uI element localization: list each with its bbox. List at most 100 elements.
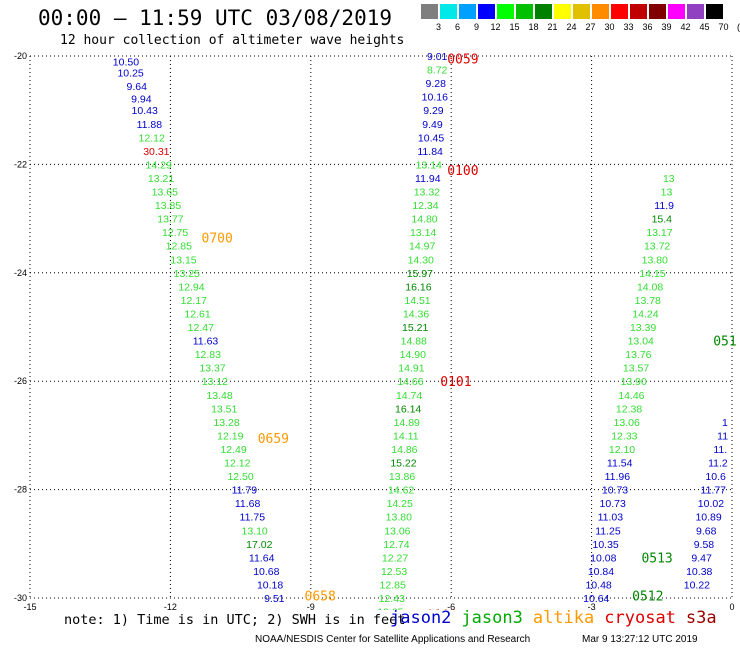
- swh-value-label: 12.19: [217, 430, 243, 442]
- swh-value-label: 14.89: [394, 417, 420, 429]
- swh-value-label: 11.79: [232, 485, 258, 497]
- swh-value-label: 11.88: [137, 119, 163, 131]
- color-scale-label: 70: [718, 22, 729, 32]
- color-swatch: [497, 4, 514, 19]
- swh-value-label: 11.84: [417, 146, 443, 158]
- color-swatch: [516, 4, 533, 19]
- color-swatch: [668, 4, 685, 19]
- swh-value-label: 11.25: [595, 525, 621, 537]
- pass-time-marker: 0102: [426, 608, 457, 610]
- swh-value-label: 10.89: [695, 512, 721, 524]
- color-scale-label: 36: [642, 22, 653, 32]
- swh-value-label: 13.14: [410, 227, 436, 239]
- swh-value-label: 10.38: [686, 566, 712, 578]
- swh-value-label: 13.28: [213, 417, 239, 429]
- color-scale-label: 24: [566, 22, 577, 32]
- swh-value-label: 14.30: [408, 254, 434, 266]
- swh-value-label: 10.35: [592, 539, 618, 551]
- lon-tick-label: -6: [447, 602, 455, 610]
- swh-value-label: 13.10: [241, 525, 267, 537]
- swh-value-label: 13.76: [625, 349, 651, 361]
- satellite-legend-entry: jason2: [390, 608, 452, 628]
- swh-value-label: 14.86: [391, 444, 417, 456]
- swh-value-label: 11.64: [249, 552, 275, 564]
- lat-tick-label: -30: [14, 593, 27, 603]
- color-swatch: [630, 4, 647, 19]
- swh-value-label: 12.05: [377, 607, 403, 610]
- color-swatch: [440, 4, 457, 19]
- swh-value-label: 17.02: [246, 539, 272, 551]
- swh-value-label: 11.63: [193, 336, 219, 348]
- swh-value-label: 10.64: [583, 593, 609, 605]
- swh-value-label: 12.49: [220, 444, 246, 456]
- swh-value-label: 9.94: [131, 93, 152, 105]
- swh-value-label: 13.80: [642, 254, 668, 266]
- swh-value-label: 13.06: [614, 417, 640, 429]
- swh-value-label: 13.17: [646, 227, 672, 239]
- swh-value-label: 10.43: [132, 105, 158, 117]
- swh-value-label: 12.85: [380, 579, 406, 591]
- swh-value-label: 14.80: [411, 214, 437, 226]
- swh-value-label: 12.83: [195, 349, 221, 361]
- color-swatch: [592, 4, 609, 19]
- lon-tick-label: -3: [588, 602, 596, 610]
- swh-value-label: 12.33: [611, 430, 637, 442]
- swh-value-label: 14.11: [393, 430, 419, 442]
- pass-time-marker: 0512: [632, 589, 663, 604]
- swh-value-label: 10.6: [705, 471, 726, 483]
- swh-value-label: 8.72: [427, 65, 448, 77]
- swh-value-label: 13.39: [630, 322, 656, 334]
- swh-value-label: 13.57: [623, 363, 649, 375]
- credit-line: NOAA/NESDIS Center for Satellite Applica…: [255, 634, 531, 645]
- swh-value-label: 13.04: [628, 336, 654, 348]
- pass-time-marker: 0513: [641, 551, 672, 566]
- color-swatch: [478, 4, 495, 19]
- lat-tick-label: -26: [14, 376, 27, 386]
- color-swatch: [706, 4, 723, 19]
- swh-value-label: 13: [663, 173, 675, 185]
- swh-value-label: 11.03: [598, 512, 624, 524]
- swh-value-label: 9.01: [427, 51, 448, 63]
- swh-value-label: 13.06: [384, 525, 410, 537]
- swh-value-label: 11.77: [701, 485, 727, 497]
- pass-time-marker: 0658: [305, 589, 336, 604]
- lat-tick-label: -24: [14, 268, 27, 278]
- swh-value-label: 9.51: [264, 593, 285, 605]
- lon-tick-label: -15: [23, 602, 36, 610]
- swh-value-label: 13.86: [389, 471, 415, 483]
- lon-tick-label: -9: [307, 602, 315, 610]
- color-swatch: [687, 4, 704, 19]
- swh-value-label: 9.64: [126, 81, 147, 93]
- swh-value-label: 13.14: [416, 159, 442, 171]
- swh-value-label: 14.15: [639, 268, 665, 280]
- pass-time-marker: 0659: [258, 432, 289, 447]
- swh-value-label: 14.24: [632, 308, 658, 320]
- chart-title: 00:00 – 11:59 UTC 03/08/2019: [38, 6, 393, 30]
- color-swatch: [554, 4, 571, 19]
- swh-value-label: 10.02: [698, 498, 724, 510]
- swh-value-label: 14.97: [409, 241, 435, 253]
- swh-value-label: 13.78: [635, 295, 661, 307]
- swh-value-label: 10.16: [422, 92, 448, 104]
- satellite-legend-entry: cryosat: [604, 608, 676, 628]
- swh-value-label: 1: [722, 417, 728, 429]
- pass-time-marker: 051: [713, 335, 736, 350]
- swh-value-label: 11.2: [708, 458, 728, 470]
- swh-value-label: 12.12: [224, 458, 250, 470]
- color-scale-label: 27: [585, 22, 596, 32]
- swh-value-label: 11.: [713, 444, 727, 456]
- swh-value-label: 9.68: [696, 525, 717, 537]
- swh-value-label: 10.68: [253, 566, 279, 578]
- swh-value-label: 14.74: [396, 390, 422, 402]
- swh-value-label: 11: [717, 430, 728, 442]
- color-scale-label: 12: [490, 22, 501, 32]
- color-scale-label: 18: [528, 22, 539, 32]
- satellite-legend-entry: s3a: [685, 608, 717, 628]
- swh-value-label: 14.88: [401, 336, 427, 348]
- swh-value-label: 11.75: [240, 512, 266, 524]
- swh-value-label: 15.21: [402, 322, 428, 334]
- swh-value-label: 9.29: [423, 105, 444, 117]
- color-swatch: [421, 4, 438, 19]
- color-swatch: [611, 4, 628, 19]
- swh-value-label: 14.29: [146, 159, 172, 171]
